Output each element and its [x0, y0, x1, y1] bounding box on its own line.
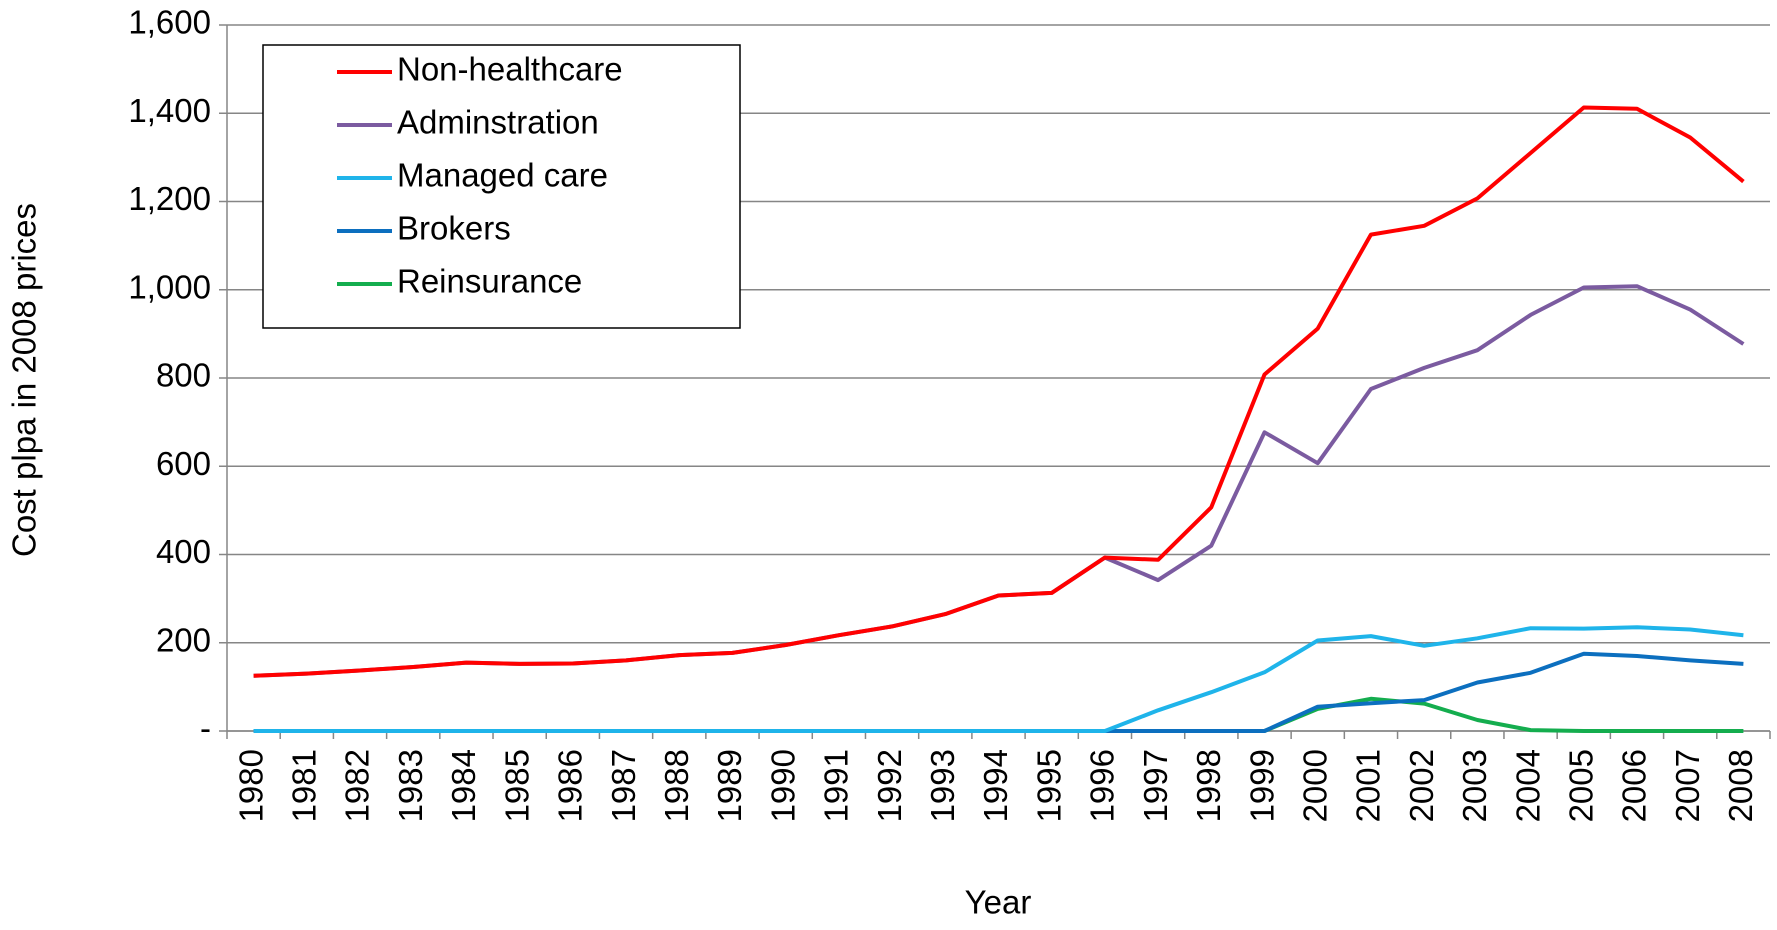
x-tick-label: 1981	[286, 749, 323, 822]
x-tick-label: 2006	[1616, 749, 1653, 822]
y-tick-label: 400	[156, 533, 211, 570]
x-tick-label: 2001	[1350, 749, 1387, 822]
x-tick-label: 1985	[498, 749, 535, 822]
y-tick-label: 800	[156, 357, 211, 394]
y-tick-label: 200	[156, 621, 211, 658]
legend-label: Adminstration	[397, 104, 599, 141]
series-line	[253, 696, 1744, 733]
x-tick-label: 1993	[924, 749, 961, 822]
series-line	[253, 625, 1744, 733]
x-tick-label: 1983	[392, 749, 429, 822]
x-tick-label: 1997	[1137, 749, 1174, 822]
x-tick-label: 1992	[871, 749, 908, 822]
x-tick-label: 2002	[1403, 749, 1440, 822]
y-axis-title: Cost plpa in 2008 prices	[6, 203, 43, 557]
legend-label: Brokers	[397, 210, 511, 247]
legend-label: Managed care	[397, 157, 608, 194]
legend-label: Reinsurance	[397, 263, 582, 300]
legend-box	[262, 44, 741, 329]
x-tick-label: 2003	[1456, 749, 1493, 822]
y-tick-label: 1,400	[128, 92, 211, 129]
x-tick-label: 1984	[445, 749, 482, 822]
x-tick-label: 1995	[1030, 749, 1067, 822]
x-tick-label: 2008	[1722, 749, 1759, 822]
y-tick-label: 600	[156, 445, 211, 482]
x-tick-label: 1980	[232, 749, 269, 822]
x-tick-label: 1991	[818, 749, 855, 822]
y-tick-label: 1,600	[128, 4, 211, 41]
x-tick-label: 1994	[977, 749, 1014, 822]
x-axis-title: Year	[965, 884, 1032, 921]
x-tick-label: 1998	[1190, 749, 1227, 822]
x-tick-label: 1999	[1243, 749, 1280, 822]
y-tick-label: 1,200	[128, 180, 211, 217]
x-tick-label: 1982	[339, 749, 376, 822]
x-tick-label: 1986	[552, 749, 589, 822]
x-tick-label: 1990	[764, 749, 801, 822]
legend-label: Non-healthcare	[397, 51, 623, 88]
series-line	[253, 651, 1744, 733]
x-tick-label: 2004	[1509, 749, 1546, 822]
x-tick-label: 1996	[1084, 749, 1121, 822]
y-tick-label: -	[200, 710, 211, 747]
x-tick-label: 1989	[711, 749, 748, 822]
x-tick-label: 1987	[605, 749, 642, 822]
series-line	[253, 284, 1745, 678]
y-tick-label: 1,000	[128, 268, 211, 305]
x-tick-label: 2005	[1562, 749, 1599, 822]
x-tick-label: 2000	[1296, 749, 1333, 822]
x-tick-label: 1988	[658, 749, 695, 822]
x-tick-label: 2007	[1669, 749, 1706, 822]
series-line	[253, 105, 1745, 678]
